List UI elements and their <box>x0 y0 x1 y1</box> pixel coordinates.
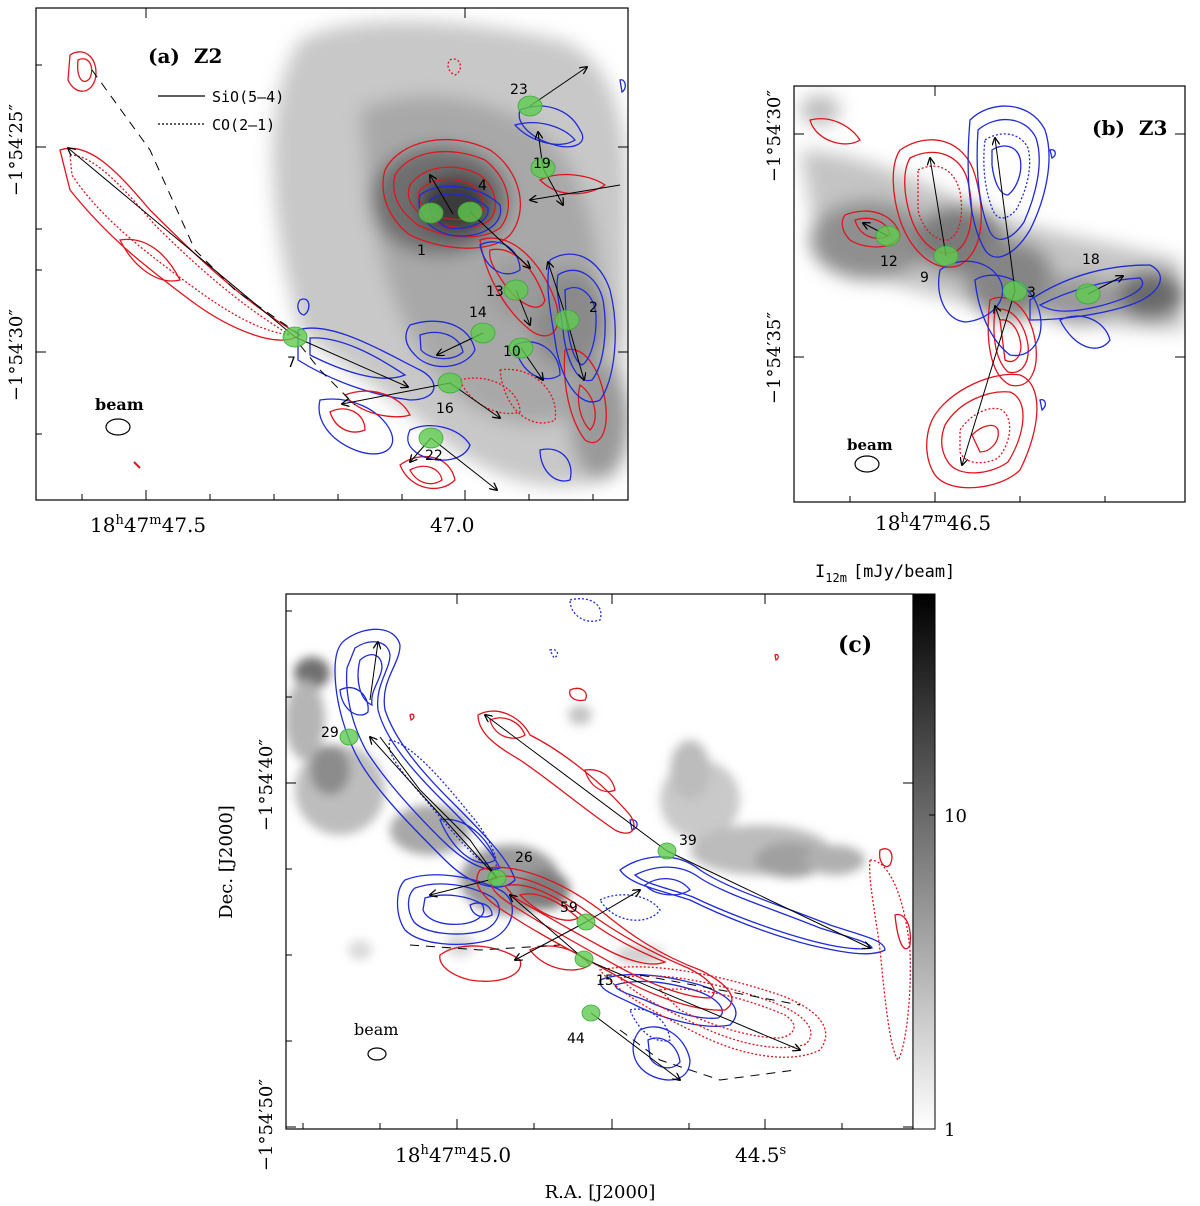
colorbar-label: I12m [mJy/beam] <box>815 562 955 585</box>
panel-a-beam-ellipse <box>105 418 131 436</box>
source-15-label: 15 <box>596 973 614 989</box>
panel-c-beam-ellipse <box>367 1047 387 1061</box>
legend-solid-label: SiO(5–4) <box>212 88 284 106</box>
colorbar: 10 1 I12m [mJy/beam] <box>815 562 967 1141</box>
panel-c-ytick-2: −1°54′50″ <box>256 1079 277 1171</box>
colorbar-tick-10: 10 <box>944 806 967 827</box>
source-7-marker <box>282 326 308 348</box>
source-10-marker <box>508 337 534 359</box>
source-12-marker <box>875 225 901 247</box>
panel-c-ytick-1: −1°54′40″ <box>256 739 277 831</box>
source-12-label: 12 <box>880 254 898 270</box>
source-14-marker <box>470 322 496 344</box>
source-59-label: 59 <box>560 900 578 916</box>
panel-c: 29 26 39 59 15 44 (c) beam 18h47m45.0 44.5s −… <box>216 593 914 1203</box>
legend-dotted-label: CO(2–1) <box>212 116 275 134</box>
source-26-label: 26 <box>515 850 533 866</box>
panel-c-beam-label: beam <box>354 1020 398 1039</box>
panel-b-xtick-1: 18h47m46.5 <box>875 511 991 535</box>
panel-b-dust-image <box>800 95 1185 330</box>
panel-a-ytick-2: −1°54′30″ <box>6 309 27 401</box>
source-9-marker <box>933 245 959 267</box>
panel-c-label: (c) <box>838 632 872 658</box>
panel-b-arrows <box>863 138 1123 465</box>
source-23-label: 23 <box>510 82 528 98</box>
source-2-label: 2 <box>589 300 598 316</box>
panel-b-ytick-2: −1°54′35″ <box>764 312 785 404</box>
panel-a-ytick-1: −1°54′25″ <box>6 104 27 196</box>
source-7-label: 7 <box>287 355 296 371</box>
panel-a-label: (a) Z2 <box>148 44 222 68</box>
source-29-label: 29 <box>321 725 339 741</box>
source-3-marker <box>1002 280 1028 302</box>
source-1-marker <box>418 202 444 224</box>
colorbar-tick-1: 1 <box>944 1120 955 1141</box>
source-19-label: 19 <box>533 156 551 172</box>
panel-b-frame <box>793 85 1186 503</box>
panel-b-label: (b) Z3 <box>1092 116 1167 140</box>
source-18-label: 18 <box>1082 252 1100 268</box>
source-26-marker <box>487 869 507 887</box>
panel-b-ytick-1: −1°54′30″ <box>764 90 785 182</box>
source-15-marker <box>574 950 594 968</box>
panel-c-arrows <box>370 642 870 1080</box>
panel-c-sources: 29 26 39 59 15 44 <box>321 725 697 1047</box>
panel-b-contours <box>809 105 1162 489</box>
source-29-marker <box>339 728 359 746</box>
source-3-label: 3 <box>1027 285 1036 301</box>
source-22-label: 22 <box>425 448 443 464</box>
source-16-marker <box>437 372 463 394</box>
panel-c-xtick-1: 18h47m45.0 <box>395 1143 511 1167</box>
source-19-marker <box>530 157 556 179</box>
source-59-marker <box>576 913 596 931</box>
source-4-label: 4 <box>478 178 487 194</box>
panel-c-ticks <box>286 594 913 1129</box>
source-22-marker <box>418 427 444 449</box>
source-2-marker <box>554 309 580 331</box>
panel-b: 12 9 3 18 (b) Z3 beam 18h47m46.5 −1°54′30″ −… <box>764 85 1186 535</box>
source-23-marker <box>517 95 543 117</box>
panel-a-ticks <box>36 8 628 500</box>
panel-a-xtick-2: 47.0 <box>430 513 475 537</box>
panel-a-beam-label: beam <box>95 395 144 414</box>
panel-b-ticks <box>794 86 1185 502</box>
panel-a-xtick-1: 18h47m47.5 <box>90 513 206 537</box>
panel-c-dust-image <box>286 657 865 965</box>
source-13-label: 13 <box>486 284 504 300</box>
source-1-label: 1 <box>417 243 426 259</box>
source-44-label: 44 <box>567 1031 585 1047</box>
source-14-label: 14 <box>469 305 487 321</box>
source-44-marker <box>581 1004 601 1022</box>
y-axis-label: Dec. [J2000] <box>216 805 237 919</box>
panel-b-sources: 12 9 3 18 <box>875 225 1101 305</box>
source-39-label: 39 <box>679 833 697 849</box>
panel-c-contours <box>334 598 911 1081</box>
panel-b-beam-label: beam <box>847 436 893 454</box>
source-9-label: 9 <box>920 270 929 286</box>
source-39-marker <box>657 842 677 860</box>
source-13-marker <box>503 279 529 301</box>
panel-b-beam-ellipse <box>854 455 880 473</box>
x-axis-label: R.A. [J2000] <box>545 1182 656 1203</box>
source-4-marker <box>457 201 483 223</box>
source-18-marker <box>1075 283 1101 305</box>
source-16-label: 16 <box>436 401 454 417</box>
panel-a-frame <box>35 7 629 501</box>
colorbar-gradient <box>912 593 936 1130</box>
source-10-label: 10 <box>503 344 521 360</box>
panel-a-contours <box>59 51 626 489</box>
panel-c-xtick-2: 44.5s <box>735 1143 786 1167</box>
